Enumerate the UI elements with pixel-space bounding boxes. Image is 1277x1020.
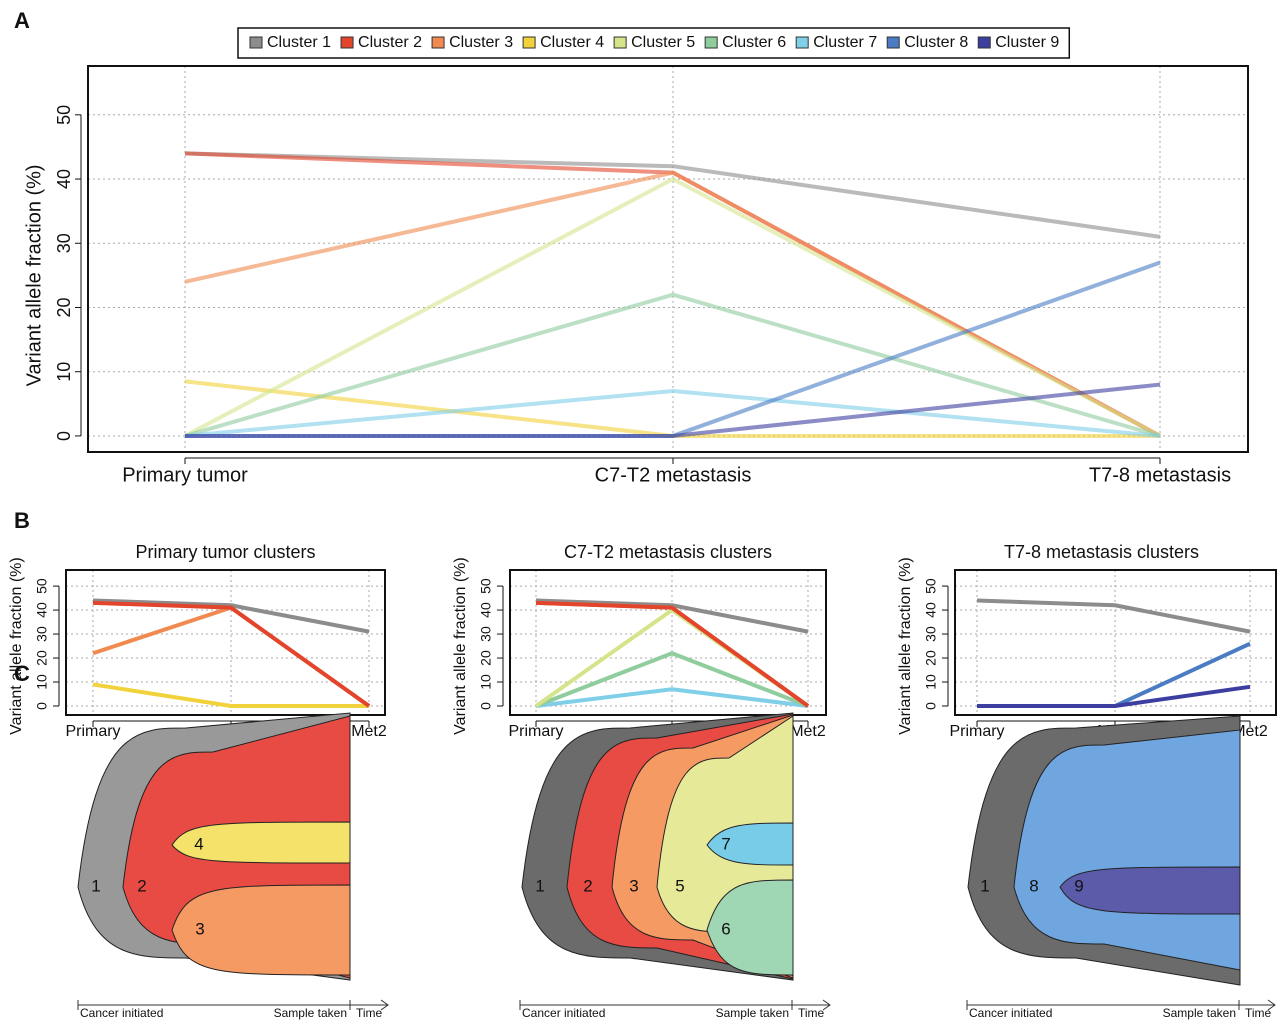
y-axis-label: Variant allele fraction (%) — [897, 557, 914, 735]
x-tick-label: Met2 — [351, 723, 387, 740]
plot-frame — [66, 570, 385, 715]
legend-swatch — [705, 37, 717, 48]
clone-label: 3 — [195, 919, 204, 938]
legend-swatch — [978, 37, 990, 48]
y-tick-label: 50 — [478, 578, 494, 594]
x-tick-label: Primary — [949, 723, 1004, 740]
clone-label: 9 — [1074, 876, 1083, 895]
y-tick-label: 0 — [54, 431, 74, 441]
y-axis-label: Variant allele fraction (%) — [23, 164, 45, 386]
y-axis-label: Variant allele fraction (%) — [8, 557, 25, 735]
series-line — [185, 153, 1160, 236]
y-tick-label: 40 — [54, 169, 74, 189]
clone-label: 1 — [980, 876, 989, 895]
legend-label: Cluster 5 — [631, 34, 695, 51]
y-tick-label: 40 — [34, 602, 50, 618]
clone-shape — [1014, 730, 1240, 970]
clone-label: 2 — [583, 876, 592, 895]
clone-label: 3 — [629, 876, 638, 895]
legend-label: Cluster 7 — [813, 34, 877, 51]
y-tick-label: 50 — [34, 578, 50, 594]
y-tick-label: 20 — [478, 650, 494, 666]
legend-label: Cluster 9 — [995, 34, 1059, 51]
y-tick-label: 20 — [34, 650, 50, 666]
y-tick-label: 10 — [923, 674, 939, 690]
y-tick-label: 20 — [923, 650, 939, 666]
legend-label: Cluster 6 — [722, 34, 786, 51]
legend-swatch — [796, 37, 808, 48]
clone-shape — [1060, 867, 1240, 914]
chart-title: Primary tumor clusters — [135, 542, 315, 562]
legend-label: Cluster 3 — [449, 34, 513, 51]
y-tick-label: 40 — [478, 602, 494, 618]
y-tick-label: 40 — [923, 602, 939, 618]
clone-label: 1 — [535, 876, 544, 895]
y-tick-label: 10 — [478, 674, 494, 690]
figure: A B C 01020304050Variant allele fraction… — [0, 0, 1277, 1020]
time-label: Time — [1245, 1006, 1272, 1020]
legend-label: Cluster 2 — [358, 34, 422, 51]
legend-label: Cluster 4 — [540, 34, 604, 51]
series-line — [977, 687, 1250, 706]
legend-swatch — [341, 37, 353, 48]
y-tick-label: 0 — [478, 702, 494, 710]
x-tick-label: Primary — [508, 723, 563, 740]
x-tick-label: Primary tumor — [122, 464, 248, 486]
clone-label: 7 — [721, 834, 730, 853]
legend-swatch — [887, 37, 899, 48]
y-tick-label: 50 — [54, 105, 74, 125]
clone-label: 2 — [137, 876, 146, 895]
legend-label: Cluster 8 — [904, 34, 968, 51]
legend-label: Cluster 1 — [267, 34, 331, 51]
y-tick-label: 20 — [54, 297, 74, 317]
legend-swatch — [432, 37, 444, 48]
y-tick-label: 10 — [54, 362, 74, 382]
legend: Cluster 1 Cluster 2 Cluster 3 Cluster 4 Clus… — [238, 28, 1069, 58]
series-line — [977, 644, 1250, 706]
chart-title: T7-8 metastasis clusters — [1004, 542, 1199, 562]
x-tick-label: C7-T2 metastasis — [595, 464, 752, 486]
y-tick-label: 30 — [34, 626, 50, 642]
time-label: Cancer initiated — [80, 1006, 163, 1020]
time-label: Time — [356, 1006, 383, 1020]
series-line — [185, 263, 1160, 436]
y-tick-label: 30 — [54, 233, 74, 253]
legend-swatch — [523, 37, 535, 48]
y-tick-label: 50 — [923, 578, 939, 594]
panel-label: A — [14, 8, 30, 33]
y-tick-label: 10 — [34, 674, 50, 690]
y-tick-label: 30 — [478, 626, 494, 642]
time-label: Cancer initiated — [969, 1006, 1052, 1020]
time-label: Time — [798, 1006, 825, 1020]
y-tick-label: 30 — [923, 626, 939, 642]
chart-title: C7-T2 metastasis clusters — [564, 542, 772, 562]
clone-label: 6 — [721, 919, 730, 938]
clone-label: 5 — [675, 876, 684, 895]
clone-label: 4 — [194, 834, 203, 853]
legend-swatch — [250, 37, 262, 48]
series-line — [977, 600, 1250, 631]
clone-label: 1 — [91, 876, 100, 895]
legend-swatch — [614, 37, 626, 48]
y-tick-label: 0 — [923, 702, 939, 710]
panel-label: B — [14, 508, 30, 533]
y-tick-label: 0 — [34, 702, 50, 710]
x-tick-label: Primary — [65, 723, 120, 740]
time-label: Cancer initiated — [522, 1006, 605, 1020]
x-tick-label: Met2 — [790, 723, 826, 740]
time-label: Sample taken — [1163, 1006, 1236, 1020]
time-label: Sample taken — [716, 1006, 789, 1020]
clone-label: 8 — [1029, 876, 1038, 895]
time-label: Sample taken — [274, 1006, 347, 1020]
y-axis-label: Variant allele fraction (%) — [452, 557, 469, 735]
x-tick-label: T7-8 metastasis — [1089, 464, 1231, 486]
